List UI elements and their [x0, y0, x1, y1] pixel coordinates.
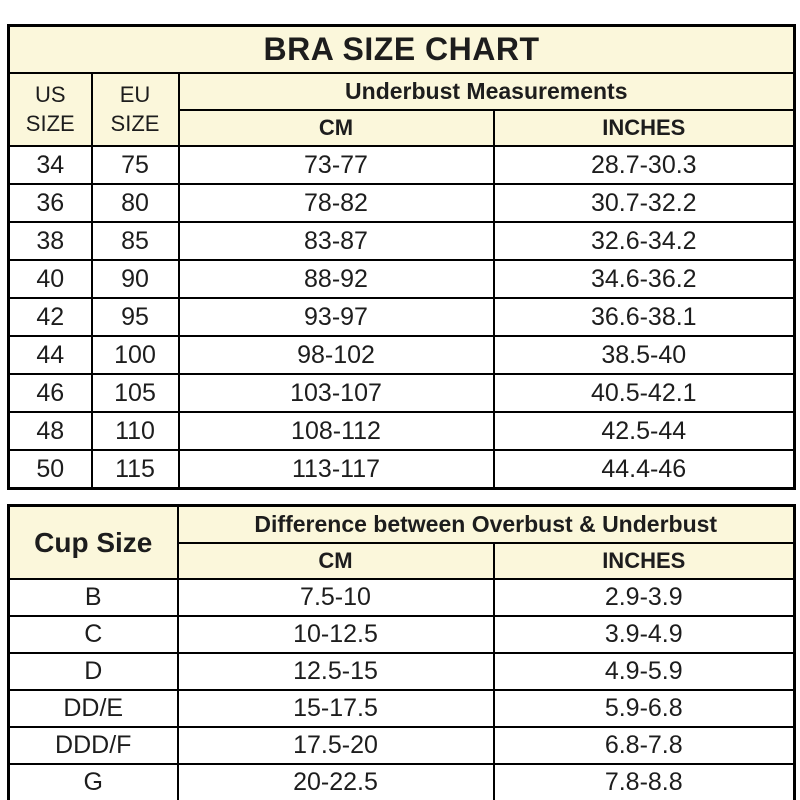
- difference-cm-value: 17.5-20: [176, 726, 495, 765]
- difference-cm-value: 15-17.5: [176, 689, 495, 728]
- difference-inches-value: 3.9-4.9: [492, 615, 796, 654]
- difference-cm-value: 7.5-10: [176, 578, 495, 617]
- title-row: BRA SIZE CHART: [7, 24, 796, 74]
- eu-size-value: 105: [90, 373, 180, 413]
- us-size-value: 34: [7, 145, 93, 185]
- table-row: C 10-12.5 3.9-4.9: [7, 615, 796, 654]
- us-size-value: 48: [7, 411, 93, 451]
- cup-size-value: C: [7, 615, 179, 654]
- underbust-inches-value: 42.5-44: [492, 411, 796, 451]
- table-row: B 7.5-10 2.9-3.9: [7, 578, 796, 617]
- table-row: DDD/F 17.5-20 6.8-7.8: [7, 726, 796, 765]
- difference-inches-value: 2.9-3.9: [492, 578, 796, 617]
- bra-size-table: BRA SIZE CHART US SIZE EU SIZE Underbust…: [7, 24, 797, 490]
- us-size-value: 36: [7, 183, 93, 223]
- us-label-line2: SIZE: [25, 110, 75, 136]
- table-row: 34 75 73-77 28.7-30.3: [7, 145, 796, 185]
- cup-size-value: D: [7, 652, 179, 691]
- cup-size-value: B: [7, 578, 179, 617]
- table-row: D 12.5-15 4.9-5.9: [7, 652, 796, 691]
- table-gap: [7, 490, 793, 504]
- eu-label-line1: EU: [119, 81, 151, 107]
- table-row: 42 95 93-97 36.6-38.1: [7, 297, 796, 337]
- column-header-cm: CM: [176, 542, 495, 580]
- difference-cm-value: 10-12.5: [176, 615, 495, 654]
- difference-inches-value: 5.9-6.8: [492, 689, 796, 728]
- eu-size-value: 115: [90, 449, 180, 490]
- underbust-cm-value: 73-77: [177, 145, 495, 185]
- us-size-value: 38: [7, 221, 93, 261]
- us-size-value: 40: [7, 259, 93, 299]
- column-header-eu-size: EU SIZE: [90, 72, 180, 147]
- difference-inches-value: 7.8-8.8: [492, 763, 796, 800]
- us-size-value: 46: [7, 373, 93, 413]
- column-header-inches: INCHES: [492, 542, 796, 580]
- underbust-cm-value: 103-107: [177, 373, 495, 413]
- table-row: 48 110 108-112 42.5-44: [7, 411, 796, 451]
- column-header-cup-size: Cup Size: [7, 504, 179, 580]
- eu-size-value: 80: [90, 183, 180, 223]
- us-size-value: 50: [7, 449, 93, 490]
- underbust-inches-value: 32.6-34.2: [492, 221, 796, 261]
- eu-size-value: 85: [90, 221, 180, 261]
- table-row: G 20-22.5 7.8-8.8: [7, 763, 796, 800]
- column-header-inches: INCHES: [492, 109, 796, 147]
- header-row-group: US SIZE EU SIZE Underbust Measurements: [7, 72, 796, 147]
- table-row: 38 85 83-87 32.6-34.2: [7, 221, 796, 261]
- underbust-cm-value: 98-102: [177, 335, 495, 375]
- underbust-inches-value: 30.7-32.2: [492, 183, 796, 223]
- table-row: 50 115 113-117 44.4-46: [7, 449, 796, 490]
- underbust-inches-value: 44.4-46: [492, 449, 796, 490]
- eu-size-value: 95: [90, 297, 180, 337]
- underbust-cm-value: 108-112: [177, 411, 495, 451]
- eu-size-value: 75: [90, 145, 180, 185]
- cup-size-value: G: [7, 763, 179, 800]
- header-row-units: CM INCHES: [9, 109, 796, 147]
- underbust-cm-value: 78-82: [177, 183, 495, 223]
- eu-size-value: 100: [90, 335, 180, 375]
- us-size-value: 44: [7, 335, 93, 375]
- table-row: 46 105 103-107 40.5-42.1: [7, 373, 796, 413]
- table-row: DD/E 15-17.5 5.9-6.8: [7, 689, 796, 728]
- eu-label-line2: SIZE: [110, 110, 160, 136]
- cup-size-value: DDD/F: [7, 726, 179, 765]
- us-label-line1: US: [34, 81, 66, 107]
- underbust-cm-value: 113-117: [177, 449, 495, 490]
- chart-title: BRA SIZE CHART: [7, 24, 796, 74]
- column-header-cm: CM: [177, 109, 495, 147]
- difference-cm-value: 12.5-15: [176, 652, 495, 691]
- underbust-inches-value: 38.5-40: [492, 335, 796, 375]
- underbust-cm-value: 88-92: [177, 259, 495, 299]
- cup-size-table: Cup Size Difference between Overbust & U…: [7, 504, 796, 800]
- column-header-us-size: US SIZE: [7, 72, 93, 147]
- difference-inches-value: 6.8-7.8: [492, 726, 796, 765]
- header-row-group: Cup Size Difference between Overbust & U…: [7, 504, 796, 580]
- underbust-inches-value: 36.6-38.1: [492, 297, 796, 337]
- table-row: 36 80 78-82 30.7-32.2: [7, 183, 796, 223]
- underbust-cm-value: 93-97: [177, 297, 495, 337]
- underbust-inches-value: 28.7-30.3: [492, 145, 796, 185]
- table-row: 44 100 98-102 38.5-40: [7, 335, 796, 375]
- eu-size-value: 110: [90, 411, 180, 451]
- header-row-units: CM INCHES: [9, 542, 796, 580]
- underbust-inches-value: 40.5-42.1: [492, 373, 796, 413]
- us-size-value: 42: [7, 297, 93, 337]
- underbust-inches-value: 34.6-36.2: [492, 259, 796, 299]
- column-header-underbust-measurements: Underbust Measurements: [177, 72, 796, 111]
- underbust-cm-value: 83-87: [177, 221, 495, 261]
- eu-size-value: 90: [90, 259, 180, 299]
- column-header-difference: Difference between Overbust & Underbust: [176, 504, 796, 544]
- table-row: 40 90 88-92 34.6-36.2: [7, 259, 796, 299]
- difference-cm-value: 20-22.5: [176, 763, 495, 800]
- cup-size-value: DD/E: [7, 689, 179, 728]
- difference-inches-value: 4.9-5.9: [492, 652, 796, 691]
